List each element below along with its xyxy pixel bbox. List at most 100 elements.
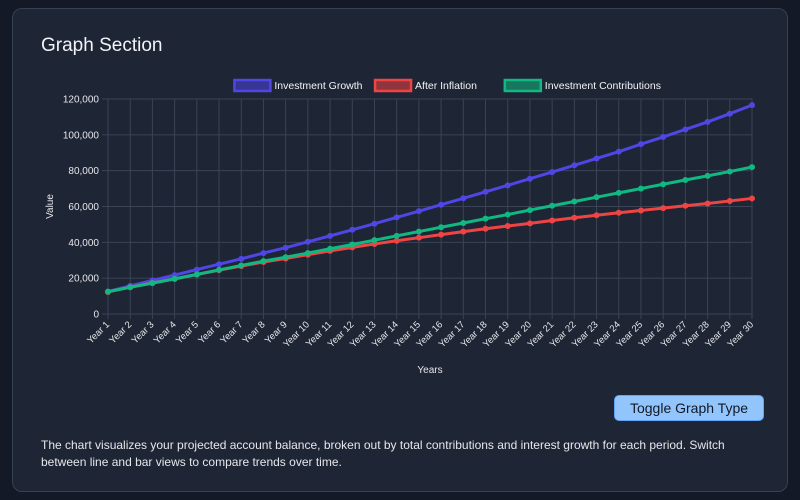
data-point — [260, 250, 267, 257]
chart-description: The chart visualizes your projected acco… — [41, 438, 725, 469]
legend-label: Investment Contributions — [545, 80, 661, 92]
data-point — [704, 200, 711, 207]
data-point — [238, 262, 245, 269]
data-point — [460, 228, 467, 235]
data-point — [349, 226, 356, 233]
legend-label: After Inflation — [415, 80, 477, 92]
x-tick-label: Year 8 — [241, 319, 268, 346]
data-point — [393, 232, 400, 239]
y-axis-title: Value — [45, 194, 56, 219]
section-title: Graph Section — [41, 35, 163, 56]
data-point — [749, 164, 755, 171]
data-point — [504, 211, 511, 218]
data-point — [726, 197, 733, 204]
chart-series — [105, 102, 755, 295]
y-tick-label: 120,000 — [63, 95, 100, 106]
y-tick-label: 20,000 — [68, 274, 99, 285]
data-point — [282, 254, 289, 261]
data-point — [327, 232, 334, 239]
x-tick-label: Year 7 — [218, 319, 245, 346]
data-point — [549, 169, 556, 176]
data-point — [549, 202, 556, 209]
data-point — [482, 188, 489, 195]
data-point — [193, 271, 200, 278]
data-point — [171, 275, 178, 282]
series-line — [107, 165, 753, 294]
legend-swatch — [373, 78, 413, 93]
data-point — [460, 219, 467, 226]
data-point — [216, 261, 223, 268]
data-point — [660, 181, 667, 188]
chart-legend: Investment Growth After Inflation Investme… — [233, 78, 661, 93]
x-tick-label: Year 2 — [107, 319, 134, 346]
x-tick-label: Year 1 — [85, 319, 112, 346]
y-tick-label: 0 — [93, 310, 99, 321]
data-point — [704, 118, 711, 125]
data-point — [571, 198, 578, 205]
data-point — [749, 102, 755, 109]
data-point — [682, 176, 689, 183]
x-tick-label: Year 3 — [130, 319, 157, 346]
data-point — [127, 284, 134, 291]
data-point — [349, 241, 356, 248]
data-point — [682, 202, 689, 209]
y-tick-label: 100,000 — [63, 130, 100, 141]
legend-swatch — [503, 78, 543, 93]
data-point — [637, 141, 644, 148]
data-point — [593, 155, 600, 162]
data-point — [393, 237, 400, 244]
data-point — [193, 266, 200, 273]
data-point — [327, 245, 334, 252]
data-point — [260, 258, 267, 265]
data-point — [615, 148, 622, 155]
data-point — [682, 126, 689, 133]
toggle-graph-type-button[interactable]: Toggle Graph Type — [614, 395, 764, 421]
x-tick-label: Year 4 — [152, 319, 179, 346]
x-tick-label: Year 6 — [196, 319, 223, 346]
data-point — [282, 244, 289, 251]
data-point — [415, 208, 422, 215]
data-point — [438, 231, 445, 238]
x-tick-label: Year 5 — [174, 319, 201, 346]
series-line — [107, 103, 753, 294]
data-point — [371, 237, 378, 244]
data-point — [304, 238, 311, 245]
data-point — [549, 217, 556, 224]
y-tick-label: 60,000 — [68, 202, 99, 213]
data-point — [571, 162, 578, 169]
data-point — [526, 220, 533, 227]
data-point — [749, 195, 755, 202]
data-point — [704, 172, 711, 179]
data-point — [149, 280, 156, 287]
data-point — [216, 266, 223, 273]
data-point — [438, 201, 445, 208]
data-point — [637, 185, 644, 192]
data-point — [615, 189, 622, 196]
legend-swatch — [233, 78, 272, 93]
data-point — [304, 250, 311, 257]
data-point — [593, 212, 600, 219]
data-point — [105, 288, 111, 295]
data-point — [415, 234, 422, 241]
data-point — [726, 110, 733, 117]
data-point — [482, 215, 489, 222]
data-point — [460, 195, 467, 202]
data-point — [660, 133, 667, 140]
data-point — [504, 223, 511, 230]
data-point — [660, 205, 667, 212]
data-point — [637, 207, 644, 214]
legend-label: Investment Growth — [274, 80, 362, 92]
data-point — [415, 228, 422, 235]
x-axis-title: Years — [417, 365, 442, 376]
data-point — [438, 224, 445, 231]
data-point — [371, 220, 378, 227]
data-point — [593, 194, 600, 201]
data-point — [526, 175, 533, 182]
data-point — [482, 225, 489, 232]
y-tick-label: 80,000 — [68, 166, 99, 177]
data-point — [526, 207, 533, 214]
data-point — [504, 182, 511, 189]
data-point — [571, 214, 578, 221]
data-point — [726, 168, 733, 175]
